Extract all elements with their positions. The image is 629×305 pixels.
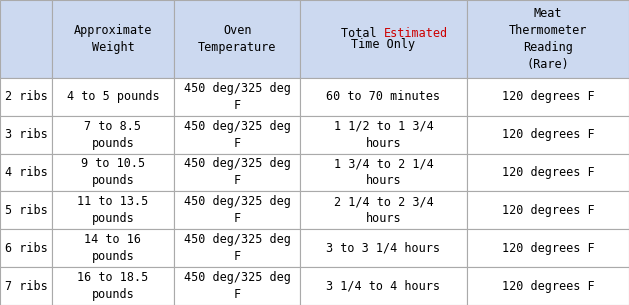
Bar (300, 0, 467, 78)
Bar (0, 153, 52, 192)
Text: Approximate
Weight: Approximate Weight (74, 24, 152, 54)
Bar (0, 267, 52, 305)
Text: 450 deg/325 deg
F: 450 deg/325 deg F (184, 157, 291, 188)
Text: 450 deg/325 deg
F: 450 deg/325 deg F (184, 195, 291, 225)
Text: 3 to 3 1/4 hours: 3 to 3 1/4 hours (326, 242, 440, 255)
Text: Oven
Temperature: Oven Temperature (198, 24, 276, 54)
Bar (52, 192, 174, 229)
Text: 450 deg/325 deg
F: 450 deg/325 deg F (184, 271, 291, 301)
Text: 450 deg/325 deg
F: 450 deg/325 deg F (184, 233, 291, 263)
Bar (467, 116, 629, 153)
Text: 2 ribs: 2 ribs (5, 90, 48, 103)
Text: 11 to 13.5
pounds: 11 to 13.5 pounds (77, 195, 148, 225)
Bar (174, 229, 300, 267)
Bar (0, 0, 52, 78)
Text: 450 deg/325 deg
F: 450 deg/325 deg F (184, 82, 291, 112)
Bar (174, 192, 300, 229)
Text: 1 3/4 to 2 1/4
hours: 1 3/4 to 2 1/4 hours (333, 157, 433, 188)
Bar (467, 229, 629, 267)
Bar (467, 192, 629, 229)
Text: 120 degrees F: 120 degrees F (501, 204, 594, 217)
Text: 2 1/4 to 2 3/4
hours: 2 1/4 to 2 3/4 hours (333, 195, 433, 225)
Text: 4 ribs: 4 ribs (5, 166, 48, 179)
Bar (300, 229, 467, 267)
Bar (467, 153, 629, 192)
Text: 7 ribs: 7 ribs (5, 280, 48, 292)
Bar (174, 153, 300, 192)
Bar (174, 0, 300, 78)
Text: Meat
Thermometer
Reading
(Rare): Meat Thermometer Reading (Rare) (509, 7, 587, 71)
Bar (467, 78, 629, 116)
Bar (52, 229, 174, 267)
Bar (300, 78, 467, 116)
Bar (0, 116, 52, 153)
Bar (52, 78, 174, 116)
Text: 6 ribs: 6 ribs (5, 242, 48, 255)
Text: 16 to 18.5
pounds: 16 to 18.5 pounds (77, 271, 148, 301)
Bar (52, 116, 174, 153)
Text: 1 1/2 to 1 3/4
hours: 1 1/2 to 1 3/4 hours (333, 120, 433, 149)
Text: 4 to 5 pounds: 4 to 5 pounds (67, 90, 159, 103)
Text: 9 to 10.5
pounds: 9 to 10.5 pounds (81, 157, 145, 188)
Bar (467, 267, 629, 305)
Text: 5 ribs: 5 ribs (5, 204, 48, 217)
Bar (174, 116, 300, 153)
Text: 120 degrees F: 120 degrees F (501, 166, 594, 179)
Bar (0, 78, 52, 116)
Text: 7 to 8.5
pounds: 7 to 8.5 pounds (84, 120, 142, 149)
Bar (174, 78, 300, 116)
Bar (300, 116, 467, 153)
Text: Time Only: Time Only (352, 38, 415, 51)
Bar (174, 267, 300, 305)
Text: Total: Total (341, 27, 384, 40)
Text: 120 degrees F: 120 degrees F (501, 128, 594, 141)
Bar (0, 229, 52, 267)
Bar (0, 192, 52, 229)
Text: 450 deg/325 deg
F: 450 deg/325 deg F (184, 120, 291, 149)
Bar (300, 192, 467, 229)
Text: 14 to 16
pounds: 14 to 16 pounds (84, 233, 142, 263)
Bar (467, 0, 629, 78)
Text: 120 degrees F: 120 degrees F (501, 242, 594, 255)
Bar (52, 153, 174, 192)
Bar (300, 153, 467, 192)
Text: 120 degrees F: 120 degrees F (501, 90, 594, 103)
Bar (300, 267, 467, 305)
Text: 60 to 70 minutes: 60 to 70 minutes (326, 90, 440, 103)
Bar (52, 267, 174, 305)
Bar (52, 0, 174, 78)
Text: 3 ribs: 3 ribs (5, 128, 48, 141)
Text: Estimated: Estimated (384, 27, 447, 40)
Text: 120 degrees F: 120 degrees F (501, 280, 594, 292)
Text: 3 1/4 to 4 hours: 3 1/4 to 4 hours (326, 280, 440, 292)
